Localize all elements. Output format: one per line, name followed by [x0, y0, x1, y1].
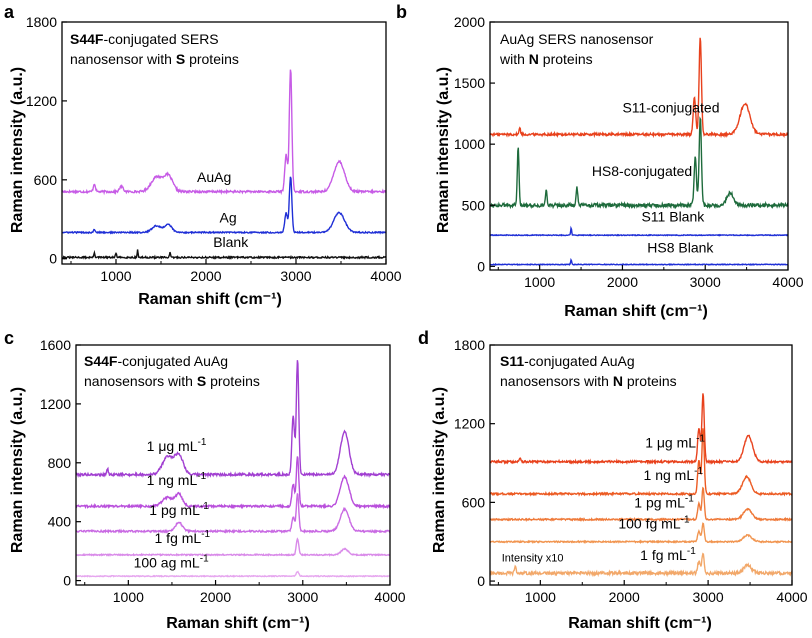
plot-frame	[489, 344, 793, 586]
series-line-2	[61, 249, 387, 260]
chart-title-line2: nanosensor with S proteins	[70, 51, 239, 67]
series-label: 1 ng mL-1	[147, 471, 207, 488]
series-label: 1 μg mL-1	[645, 433, 705, 450]
y-tick-label: 0	[49, 251, 57, 267]
series-label: 1 fg mL-1	[640, 546, 696, 563]
y-axis-label: Raman intensity (a.u.)	[431, 387, 448, 553]
x-tick-label: 1000	[113, 589, 144, 605]
series-line-0	[489, 37, 789, 139]
x-tick-label: 4000	[374, 589, 405, 605]
panel-letter: a	[4, 2, 15, 22]
y-tick-label: 1500	[454, 75, 485, 91]
series-line-2	[489, 486, 793, 523]
series-label: 100 fg mL-1	[618, 515, 690, 532]
x-tick-label: 1000	[524, 274, 555, 290]
y-tick-label: 400	[48, 514, 72, 530]
x-tick-label: 1000	[100, 268, 131, 284]
x-tick-label: 3000	[280, 268, 311, 284]
chart-title-line1: AuAg SERS nanosensor	[500, 31, 654, 47]
series-line-0	[490, 393, 793, 465]
y-tick-label: 0	[477, 573, 485, 589]
series-line-0	[75, 360, 391, 479]
series-label: 1 pg mL-1	[634, 494, 694, 511]
series-line-1	[489, 428, 793, 497]
x-tick-label: 3000	[693, 589, 724, 605]
series-line-3	[489, 522, 793, 545]
panel-b: b 1000 2000 3000 4000 0 500 1000 1500 2000 Raman s…	[396, 2, 804, 320]
y-axis-label: Raman intensity (a.u.)	[9, 67, 26, 233]
chart-title-line1: S11-conjugated AuAg	[500, 353, 635, 369]
series-label: HS8 Blank	[647, 239, 714, 255]
panel-letter: d	[418, 328, 429, 348]
series-label: 1 ng mL-1	[644, 466, 704, 483]
chart-title-line2: nanosensors with S proteins	[84, 373, 260, 389]
y-tick-label: 2000	[454, 14, 485, 30]
y-tick-label: 600	[34, 172, 58, 188]
x-tick-label: 3000	[690, 274, 721, 290]
chart-title-line1: S44F-conjugated SERS	[70, 31, 219, 47]
x-tick-label: 2000	[609, 589, 640, 605]
y-tick-label: 800	[48, 455, 72, 471]
x-tick-label: 4000	[370, 268, 401, 284]
x-axis-label: Raman shift (cm⁻¹)	[166, 615, 310, 632]
series-label: Ag	[220, 210, 237, 226]
chart-title-line2: nanosensors with N proteins	[500, 373, 677, 389]
y-tick-label: 1200	[454, 416, 485, 432]
y-tick-label: 1800	[26, 14, 57, 30]
chart-title-line1: S44F-conjugated AuAg	[84, 353, 228, 369]
series-label: 100 ag mL-1	[134, 553, 210, 570]
series-line-4	[75, 570, 391, 578]
panel-letter: b	[396, 2, 407, 22]
intensity-note: Intensity x10	[502, 552, 564, 564]
series-line-1	[489, 116, 789, 210]
panel-letter: c	[4, 328, 14, 348]
plot-frame	[75, 344, 391, 586]
y-tick-label: 1200	[26, 93, 57, 109]
series-label: S11-conjugated	[622, 99, 719, 115]
x-tick-label: 2000	[607, 274, 638, 290]
x-axis-label: Raman shift (cm⁻¹)	[568, 615, 712, 632]
plot-frame	[61, 21, 387, 265]
x-axis-label: Raman shift (cm⁻¹)	[138, 291, 282, 308]
x-tick-label: 2000	[190, 268, 221, 284]
series-line-3	[489, 257, 789, 266]
series-line-1	[61, 176, 386, 235]
y-tick-label: 500	[462, 197, 486, 213]
x-axis-label: Raman shift (cm⁻¹)	[564, 303, 708, 320]
y-tick-label: 1600	[40, 337, 71, 353]
chart-title-line2: with N proteins	[499, 51, 593, 67]
series-label: 1 μg mL-1	[147, 437, 207, 454]
y-tick-label: 0	[477, 258, 485, 274]
y-tick-label: 1000	[454, 136, 485, 152]
series-line-0	[61, 69, 387, 196]
series-label: 1 pg mL-1	[149, 501, 209, 518]
panel-c: c 1000 2000 3000 4000 0 400 800 1200 1600 Raman sh…	[4, 328, 406, 632]
series-label: 1 fg mL-1	[155, 529, 211, 546]
y-tick-label: 1800	[454, 337, 485, 353]
series-label: Blank	[213, 234, 249, 250]
y-axis-label: Raman intensity (a.u.)	[9, 387, 26, 553]
x-tick-label: 3000	[287, 589, 318, 605]
y-tick-label: 600	[462, 494, 486, 510]
series-label: HS8-conjugated	[592, 163, 692, 179]
panel-d: d 1000 2000 3000 4000 0 600 1200 1800 Raman shift…	[418, 328, 808, 632]
series-line-2	[75, 493, 391, 534]
series-label: S11 Blank	[641, 209, 705, 225]
series-line-2	[489, 225, 789, 237]
series-line-3	[75, 537, 391, 557]
x-tick-label: 4000	[776, 589, 807, 605]
panel-a: a 1000 2000 3000 4000 0 600 1200 1800 Raman shift…	[4, 2, 402, 308]
y-axis-label: Raman intensity (a.u.)	[435, 67, 452, 233]
y-tick-label: 1200	[40, 396, 71, 412]
x-tick-label: 2000	[200, 589, 231, 605]
x-tick-label: 1000	[525, 589, 556, 605]
series-line-1	[75, 456, 391, 510]
y-tick-label: 0	[63, 573, 71, 589]
x-tick-label: 4000	[772, 274, 803, 290]
series-label: AuAg	[197, 169, 231, 185]
series-line-4	[489, 552, 793, 578]
plot-frame	[489, 21, 789, 271]
